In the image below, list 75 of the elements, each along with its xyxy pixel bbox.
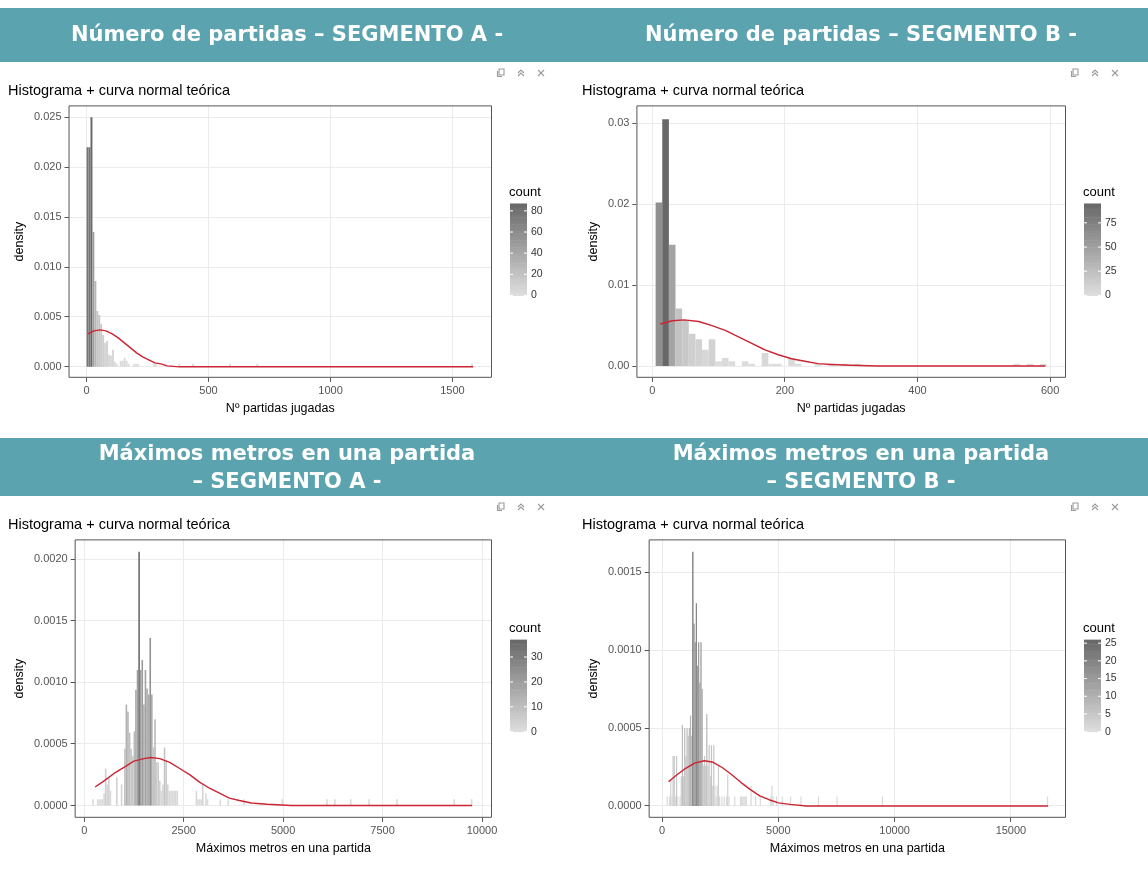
color-bar-label: 25 bbox=[1105, 264, 1117, 277]
color-bar-label: 75 bbox=[1105, 215, 1117, 228]
color-bar-title: count bbox=[1083, 183, 1116, 199]
color-bar-title: count bbox=[509, 619, 542, 635]
color-bar-label: 25 bbox=[1105, 636, 1117, 649]
y-tick-label: 0.000 bbox=[34, 359, 62, 372]
color-bar-label: 0 bbox=[531, 724, 537, 737]
y-tick-label: 0.005 bbox=[34, 309, 62, 322]
x-axis-title: Nº partidas jugadas bbox=[796, 400, 906, 415]
chart-title: Máximos metros en una partida – SEGMENTO B - bbox=[574, 438, 1148, 496]
color-bar-label: 60 bbox=[531, 224, 543, 237]
color-bar-label: 20 bbox=[1105, 653, 1117, 666]
y-tick-label: 0.010 bbox=[34, 260, 62, 273]
y-tick-label: 0.0020 bbox=[33, 552, 68, 565]
x-tick-label: 5000 bbox=[766, 824, 791, 837]
y-axis-title: density bbox=[585, 221, 600, 262]
color-bar-label: 50 bbox=[1105, 239, 1117, 252]
x-axis-title: Máximos metros en una partida bbox=[195, 840, 371, 855]
y-tick-label: 0.025 bbox=[34, 110, 62, 123]
chart-subtitle: Histograma + curva normal teórica bbox=[8, 81, 231, 98]
y-tick-label: 0.01 bbox=[607, 278, 630, 291]
color-bar-label: 20 bbox=[531, 267, 543, 280]
color-bar-label: 5 bbox=[1105, 706, 1111, 719]
x-tick-label: 200 bbox=[775, 384, 795, 397]
x-tick-label: 0 bbox=[658, 824, 666, 837]
y-tick-label: 0.0005 bbox=[607, 721, 642, 734]
y-axis-title: density bbox=[585, 658, 600, 699]
color-bar-label: 10 bbox=[531, 699, 543, 712]
y-tick-label: 0.0000 bbox=[33, 798, 68, 811]
y-tick-label: 0.0015 bbox=[607, 565, 642, 578]
y-tick-label: 0.0005 bbox=[33, 736, 68, 749]
color-bar-label: 10 bbox=[1105, 689, 1117, 702]
chart-subtitle: Histograma + curva normal teórica bbox=[8, 515, 231, 532]
x-axis-title: Nº partidas jugadas bbox=[225, 400, 335, 415]
y-tick-label: 0.0010 bbox=[33, 675, 68, 688]
chart-subtitle: Histograma + curva normal teórica bbox=[582, 515, 805, 532]
y-tick-label: 0.020 bbox=[34, 160, 62, 173]
color-bar-label: 0 bbox=[1105, 724, 1111, 737]
x-tick-label: 10000 bbox=[879, 824, 910, 837]
x-tick-label: 1000 bbox=[318, 384, 343, 397]
y-tick-label: 0.03 bbox=[607, 116, 630, 129]
x-tick-label: 500 bbox=[199, 384, 218, 397]
x-tick-label: 5000 bbox=[270, 824, 296, 837]
chart-title: Máximos metros en una partida – SEGMENTO A - bbox=[0, 438, 574, 496]
color-bar-title: count bbox=[1083, 619, 1116, 635]
color-bar-label: 80 bbox=[531, 203, 543, 216]
x-tick-label: 15000 bbox=[995, 824, 1027, 837]
color-bar-label: 15 bbox=[1105, 671, 1117, 684]
chart-title: Número de partidas – SEGMENTO A - bbox=[0, 8, 574, 62]
y-axis-title: density bbox=[11, 221, 26, 262]
y-tick-label: 0.0000 bbox=[607, 798, 642, 811]
color-bar-label: 0 bbox=[1105, 288, 1111, 301]
x-tick-label: 2500 bbox=[171, 824, 196, 837]
color-bar-title: count bbox=[509, 183, 542, 199]
color-bar-label: 30 bbox=[531, 649, 543, 662]
color-bar-label: 20 bbox=[531, 674, 543, 687]
y-tick-label: 0.0015 bbox=[33, 613, 68, 626]
color-bar-label: 0 bbox=[531, 288, 537, 301]
x-tick-label: 1500 bbox=[440, 384, 465, 397]
x-tick-label: 0 bbox=[83, 384, 90, 397]
chart-title: Número de partidas – SEGMENTO B - bbox=[574, 8, 1148, 62]
x-axis-title: Máximos metros en una partida bbox=[769, 840, 945, 855]
x-tick-label: 0 bbox=[649, 384, 656, 397]
y-tick-label: 0.015 bbox=[34, 210, 62, 223]
y-tick-label: 0.00 bbox=[607, 359, 630, 372]
x-tick-label: 7500 bbox=[370, 824, 395, 837]
x-tick-label: 400 bbox=[908, 384, 927, 397]
x-tick-label: 10000 bbox=[466, 824, 498, 837]
color-bar-label: 40 bbox=[531, 246, 543, 259]
y-axis-title: density bbox=[11, 658, 26, 699]
x-tick-label: 600 bbox=[1040, 384, 1060, 397]
y-tick-label: 0.02 bbox=[607, 197, 630, 210]
chart-subtitle: Histograma + curva normal teórica bbox=[582, 81, 805, 98]
y-tick-label: 0.0010 bbox=[607, 643, 642, 656]
x-tick-label: 0 bbox=[81, 824, 88, 837]
